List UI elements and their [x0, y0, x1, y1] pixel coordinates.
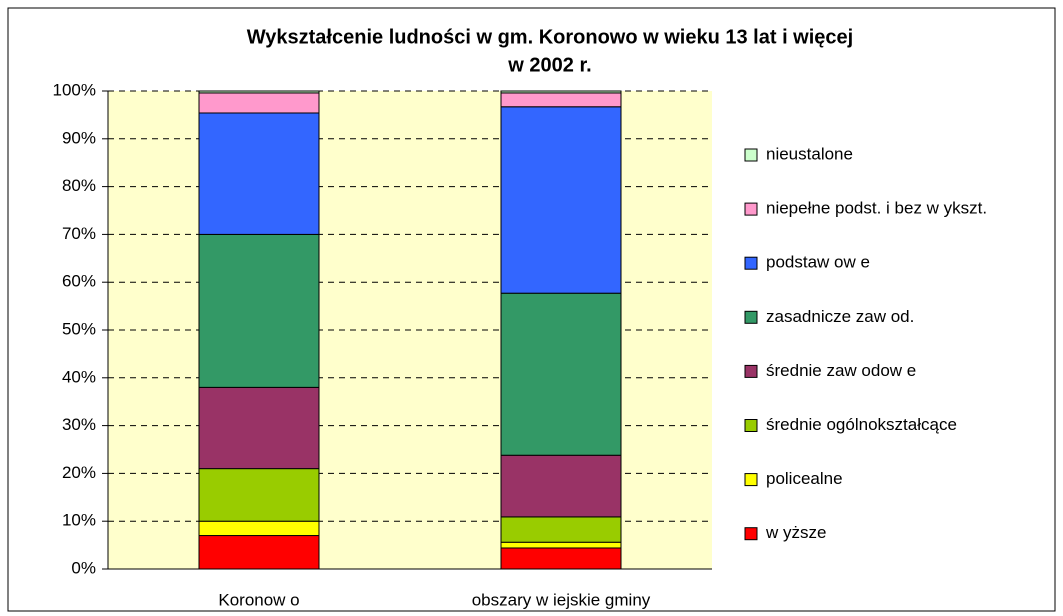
bar-segment — [500, 106, 622, 294]
chart-title: w 2002 r. — [507, 54, 591, 76]
bar-segment — [500, 516, 622, 543]
legend-swatch — [744, 364, 758, 378]
y-tick-label: 30% — [62, 415, 96, 434]
bar-segment — [198, 520, 320, 537]
y-tick-label: 10% — [62, 511, 96, 530]
x-tick-label: obszary w iejskie gminy — [472, 590, 651, 609]
legend-label: średnie zaw odow e — [766, 361, 916, 380]
x-tick-label: Koronow o — [218, 590, 299, 609]
bar-segment — [500, 547, 622, 570]
legend-label: zasadnicze zaw od. — [766, 307, 914, 326]
legend-swatch — [744, 148, 758, 162]
chart-title: Wykształcenie ludności w gm. Koronowo w … — [247, 26, 853, 48]
bar-segment — [198, 233, 320, 388]
legend-swatch — [744, 419, 758, 432]
y-tick-label: 60% — [62, 272, 96, 291]
bar-segment — [500, 454, 622, 518]
legend-label: podstaw ow e — [766, 253, 870, 272]
legend-swatch — [744, 202, 758, 216]
bar-segment — [198, 112, 320, 235]
y-tick-label: 50% — [62, 319, 96, 338]
legend-label: nieustalone — [766, 144, 853, 163]
y-tick-label: 100% — [53, 80, 96, 99]
legend-label: w yższe — [765, 523, 826, 542]
y-tick-label: 40% — [62, 367, 96, 386]
legend-swatch — [744, 527, 758, 541]
bar-segment — [198, 535, 320, 570]
bar-segment — [500, 90, 622, 94]
bar-segment — [198, 386, 320, 470]
bar-segment — [198, 90, 320, 94]
y-tick-label: 70% — [62, 224, 96, 243]
bar-segment — [198, 92, 320, 114]
y-tick-label: 90% — [62, 128, 96, 147]
bar-segment — [500, 92, 622, 108]
legend-swatch — [744, 256, 758, 270]
legend-label: średnie ogólnokształcące — [766, 415, 957, 434]
legend-label: niepełne podst. i bez w ykszt. — [766, 199, 987, 218]
legend-label: policealne — [766, 469, 843, 488]
bar-segment — [500, 541, 622, 549]
legend-swatch — [744, 310, 758, 324]
y-tick-label: 20% — [62, 463, 96, 482]
bar-segment — [198, 468, 320, 522]
y-tick-label: 0% — [71, 558, 96, 577]
y-tick-label: 80% — [62, 176, 96, 195]
legend-swatch — [744, 473, 758, 487]
bar-segment — [500, 292, 622, 456]
